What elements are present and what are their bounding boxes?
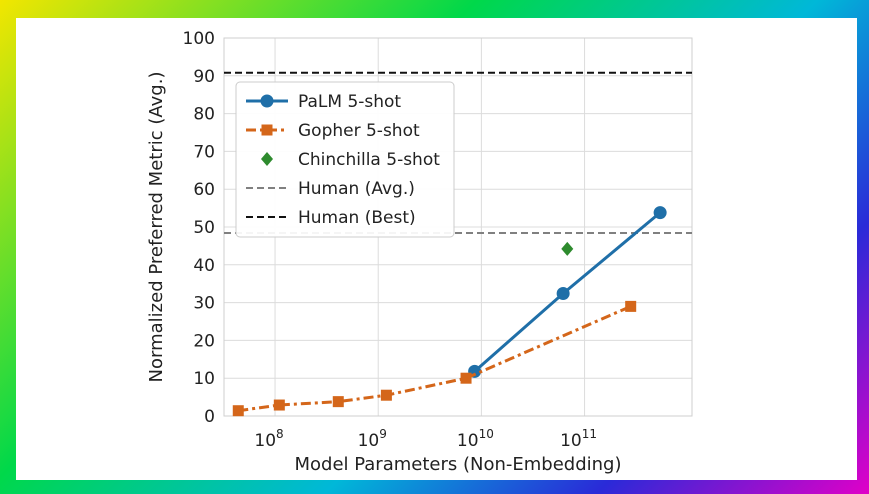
x-axis-label: Model Parameters (Non-Embedding) [294, 454, 621, 475]
legend: PaLM 5-shot Gopher 5-shot Chinchilla 5-sho… [235, 81, 455, 238]
data-point [653, 206, 667, 220]
series-palm-5-shot [468, 206, 667, 378]
y-tick-label: 30 [193, 294, 215, 314]
y-tick-label: 20 [193, 331, 215, 351]
legend-entry: PaLM 5-shot [246, 92, 401, 112]
legend-entry: Human (Best) [246, 208, 416, 228]
legend-label: Human (Best) [298, 208, 416, 228]
x-tick-labels: 108 109 1010 1011 [254, 427, 597, 451]
chart-panel: 0 10 20 30 40 50 60 70 80 90 100 108 109 1010 1011 Mo… [16, 18, 857, 480]
legend-label: PaLM 5-shot [298, 92, 401, 112]
series-line [238, 305, 632, 413]
data-point [332, 396, 344, 408]
data-point [273, 399, 285, 411]
y-tick-label: 80 [193, 105, 215, 125]
y-tick-label: 90 [193, 67, 215, 87]
legend-label: Human (Avg.) [298, 179, 415, 199]
series-layer [232, 206, 667, 417]
y-tick-labels: 0 10 20 30 40 50 60 70 80 90 100 [183, 29, 215, 427]
y-tick-label: 0 [204, 407, 215, 427]
legend-label: Gopher 5-shot [298, 121, 420, 141]
data-point [625, 300, 637, 312]
y-tick-label: 60 [193, 180, 215, 200]
legend-marker [261, 152, 273, 166]
y-tick-label: 100 [183, 29, 215, 49]
x-tick-label: 1011 [560, 427, 597, 451]
legend-entry: Gopher 5-shot [246, 121, 420, 141]
legend-entry: Human (Avg.) [246, 179, 415, 199]
y-axis-label: Normalized Preferred Metric (Avg.) [146, 72, 167, 383]
y-tick-label: 40 [193, 256, 215, 276]
legend-marker [261, 124, 273, 136]
data-point [561, 241, 574, 256]
series-gopher-5-shot [232, 300, 637, 417]
data-point [556, 287, 570, 301]
x-tick-label: 1010 [457, 427, 494, 451]
plot-border [223, 37, 693, 417]
legend-marker [260, 94, 274, 108]
data-point [232, 405, 244, 417]
x-tick-label: 109 [358, 427, 387, 451]
data-point [460, 372, 472, 384]
y-tick-label: 70 [193, 142, 215, 162]
y-tick-label: 50 [193, 218, 215, 238]
legend-label: Chinchilla 5-shot [298, 150, 440, 170]
y-tick-label: 10 [193, 369, 215, 389]
legend-entry: Chinchilla 5-shot [261, 150, 440, 170]
data-point [380, 389, 392, 401]
x-tick-label: 108 [254, 427, 283, 451]
series-chinchilla-5-shot [561, 241, 574, 256]
chart: 0 10 20 30 40 50 60 70 80 90 100 108 109 1010 1011 Mo… [146, 29, 693, 475]
legend-box [235, 81, 455, 238]
